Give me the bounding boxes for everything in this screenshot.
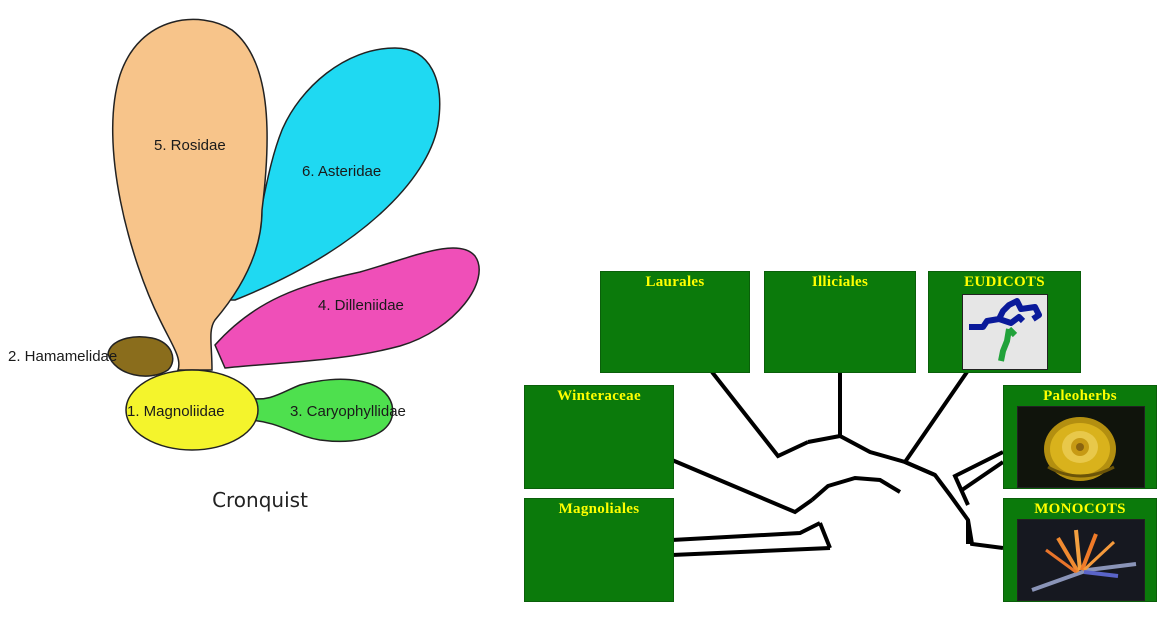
asteridae-blob [226, 47, 441, 301]
branch-eudicots [901, 370, 969, 477]
branch-winteraceae [671, 458, 814, 515]
box-winteraceae: Winteraceae [524, 385, 674, 489]
branch-paleoherbs [952, 450, 1004, 506]
box-title-paleoherbs: Paleoherbs [1043, 388, 1117, 404]
box-laurales: Laurales [600, 271, 750, 373]
branch-magnoliales [671, 521, 821, 542]
rosidae-blob [111, 18, 268, 371]
box-eudicots: EUDICOTS [928, 271, 1081, 373]
box-monocots: MONOCOTS [1003, 498, 1157, 602]
branch-paleoherbs-2 [960, 460, 1005, 492]
hamamelidae-label: 2. Hamamelidae [8, 348, 117, 365]
tree-branches [671, 370, 1005, 557]
cronquist-caption: Cronquist [212, 488, 308, 512]
hamamelidae-blob [107, 336, 174, 377]
branch-magnoliales-2 [671, 546, 831, 557]
box-title-laurales: Laurales [645, 274, 705, 290]
magnoliidae-blob [125, 369, 259, 451]
box-title-monocots: MONOCOTS [1034, 501, 1126, 517]
box-title-illiciales: Illiciales [811, 274, 869, 290]
dilleniidae-label: 4. Dilleniidae [318, 297, 404, 314]
box-paleoherbs: Paleoherbs [1003, 385, 1157, 489]
cronquist-diagram: 5. Rosidae 6. Asteridae 4. Dilleniidae 2… [8, 18, 480, 451]
box-magnoliales: Magnoliales [524, 498, 674, 602]
dilleniidae-blob [214, 247, 480, 369]
magnoliidae-label: 1. Magnoliidae [127, 403, 225, 420]
rosidae-label: 5. Rosidae [154, 137, 226, 154]
tree-arc [807, 433, 970, 549]
bird-of-paradise-photo [1017, 519, 1145, 601]
water-lily-photo [1017, 406, 1145, 488]
asteridae-label: 6. Asteridae [302, 163, 381, 180]
branch-laurales [710, 370, 809, 459]
eudicots-branch-icon [962, 294, 1048, 370]
box-title-winteraceae: Winteraceae [557, 388, 641, 404]
box-title-eudicots: EUDICOTS [964, 274, 1045, 290]
box-illiciales: Illiciales [764, 271, 916, 373]
box-title-magnoliales: Magnoliales [558, 501, 640, 517]
caryophyllidae-blob [249, 378, 394, 443]
caryophyllidae-label: 3. Caryophyllidae [290, 403, 406, 420]
branch-monocots [966, 519, 1004, 550]
